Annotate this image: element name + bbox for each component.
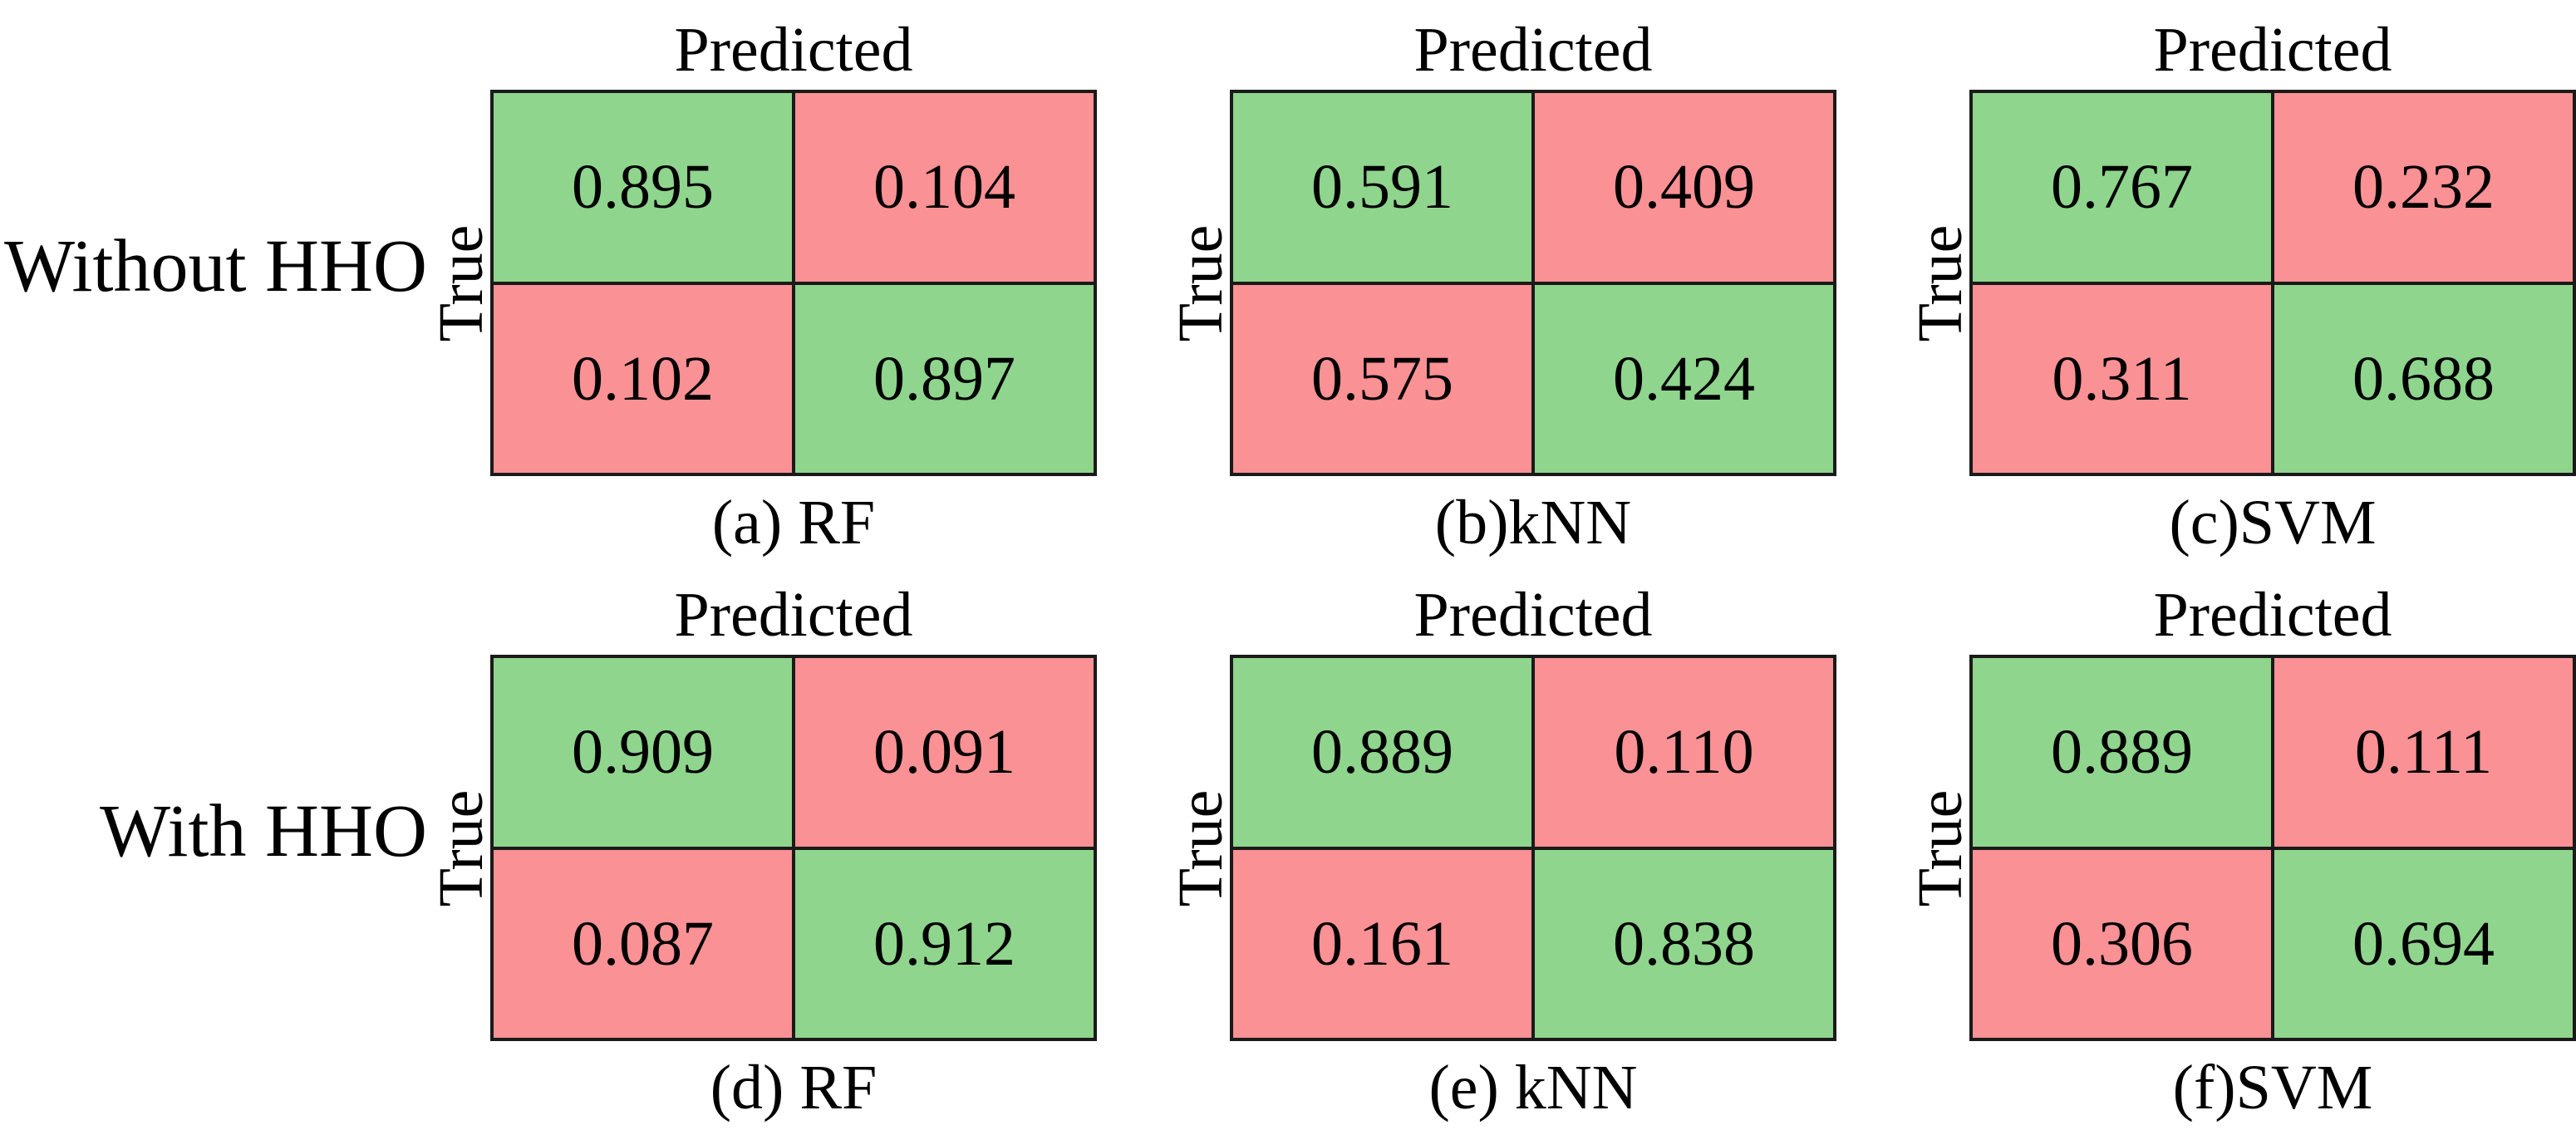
- confusion-matrix-c: 0.767 0.232 0.311 0.688: [1969, 90, 2576, 476]
- confusion-matrix-e: 0.889 0.110 0.161 0.838: [1230, 655, 1836, 1041]
- panel-caption-d: (d) RF: [710, 1053, 878, 1123]
- matrix-cell-false-negative: 0.111: [2274, 658, 2573, 847]
- matrix-cell-false-positive: 0.575: [1233, 284, 1531, 473]
- true-axis-label: True: [1905, 224, 1975, 341]
- panel-a-rf: Predicted True 0.895 0.104 0.102 0.897 (…: [426, 0, 1097, 565]
- matrix-cell-true-positive: 0.591: [1233, 93, 1531, 282]
- true-axis-label: True: [1905, 789, 1975, 906]
- matrix-cell-true-negative: 0.912: [795, 849, 1094, 1038]
- matrix-cell-false-negative: 0.232: [2274, 93, 2573, 282]
- matrix-cell-false-negative: 0.409: [1535, 93, 1833, 282]
- matrix-cell-false-positive: 0.161: [1233, 849, 1531, 1038]
- row-label-without-hho: Without HHO: [4, 224, 427, 307]
- true-axis-wrap: True: [426, 90, 496, 476]
- true-axis-wrap: True: [426, 655, 496, 1041]
- panel-c-svm: Predicted True 0.767 0.232 0.311 0.688 (…: [1905, 0, 2576, 565]
- confusion-matrix-d: 0.909 0.091 0.087 0.912: [490, 655, 1097, 1041]
- matrix-cell-true-positive: 0.909: [494, 658, 792, 847]
- panel-b-knn: Predicted True 0.591 0.409 0.575 0.424 (…: [1166, 0, 1836, 565]
- predicted-axis-label: Predicted: [1413, 580, 1653, 650]
- row-without-hho: Without HHO Predicted True 0.895 0.104 0…: [4, 0, 2576, 565]
- predicted-axis-label: Predicted: [1413, 15, 1653, 85]
- confusion-matrix-b: 0.591 0.409 0.575 0.424: [1230, 90, 1836, 476]
- panel-f-svm: Predicted True 0.889 0.111 0.306 0.694 (…: [1905, 565, 2576, 1130]
- panels-row-2: Predicted True 0.909 0.091 0.087 0.912 (…: [426, 565, 2576, 1130]
- true-axis-wrap: True: [1905, 655, 1975, 1041]
- panel-caption-c: (c)SVM: [2169, 488, 2377, 558]
- predicted-axis-label: Predicted: [2153, 15, 2392, 85]
- panel-d-rf: Predicted True 0.909 0.091 0.087 0.912 (…: [426, 565, 1097, 1130]
- matrix-cell-true-positive: 0.889: [1973, 658, 2271, 847]
- matrix-cell-true-negative: 0.424: [1535, 284, 1833, 473]
- panels-row-1: Predicted True 0.895 0.104 0.102 0.897 (…: [426, 0, 2576, 565]
- matrix-cell-false-negative: 0.110: [1535, 658, 1833, 847]
- true-axis-wrap: True: [1905, 90, 1975, 476]
- predicted-axis-label: Predicted: [674, 580, 913, 650]
- panel-e-knn: Predicted True 0.889 0.110 0.161 0.838 (…: [1166, 565, 1836, 1130]
- matrix-cell-true-negative: 0.838: [1535, 849, 1833, 1038]
- matrix-cell-false-positive: 0.102: [494, 284, 792, 473]
- matrix-cell-false-negative: 0.091: [795, 658, 1094, 847]
- panel-caption-b: (b)kNN: [1434, 488, 1632, 558]
- true-axis-label: True: [1166, 224, 1236, 341]
- row-with-hho: With HHO Predicted True 0.909 0.091 0.08…: [0, 565, 2576, 1130]
- row-label-with-hho: With HHO: [100, 789, 427, 872]
- confusion-matrix-f: 0.889 0.111 0.306 0.694: [1969, 655, 2576, 1041]
- predicted-axis-label: Predicted: [674, 15, 913, 85]
- matrix-cell-false-positive: 0.311: [1973, 284, 2271, 473]
- panel-caption-a: (a) RF: [711, 488, 876, 558]
- panel-caption-f: (f)SVM: [2172, 1053, 2373, 1123]
- matrix-cell-true-negative: 0.897: [795, 284, 1094, 473]
- matrix-cell-true-positive: 0.767: [1973, 93, 2271, 282]
- true-axis-wrap: True: [1166, 655, 1236, 1041]
- true-axis-wrap: True: [1166, 90, 1236, 476]
- matrix-cell-true-positive: 0.895: [494, 93, 792, 282]
- matrix-cell-false-negative: 0.104: [795, 93, 1094, 282]
- matrix-cell-false-positive: 0.306: [1973, 849, 2271, 1038]
- matrix-cell-true-negative: 0.688: [2274, 284, 2573, 473]
- matrix-cell-false-positive: 0.087: [494, 849, 792, 1038]
- predicted-axis-label: Predicted: [2153, 580, 2392, 650]
- panel-caption-e: (e) kNN: [1428, 1053, 1638, 1123]
- true-axis-label: True: [426, 789, 496, 906]
- confusion-matrix-a: 0.895 0.104 0.102 0.897: [490, 90, 1097, 476]
- true-axis-label: True: [1166, 789, 1236, 906]
- matrix-cell-true-negative: 0.694: [2274, 849, 2573, 1038]
- matrix-cell-true-positive: 0.889: [1233, 658, 1531, 847]
- true-axis-label: True: [426, 224, 496, 341]
